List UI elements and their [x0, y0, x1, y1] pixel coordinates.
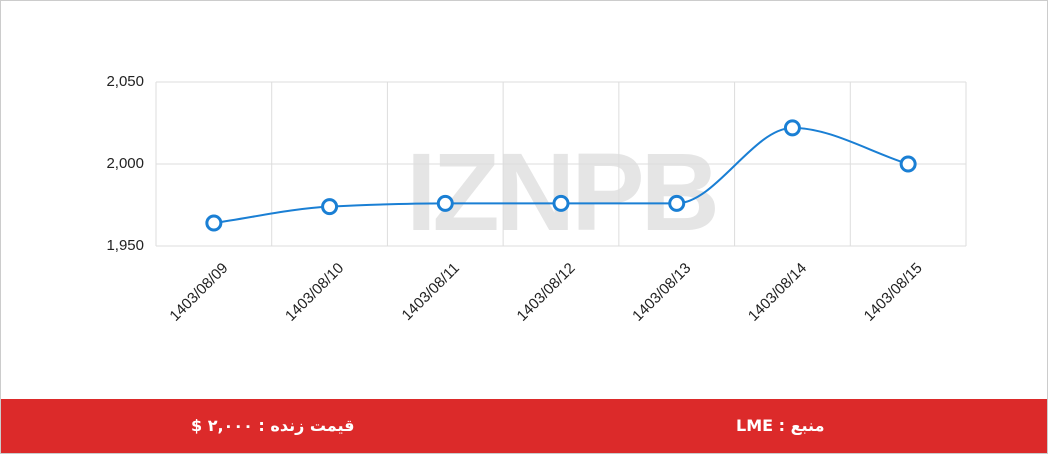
live-price: قیمت زنده : ۲,۰۰۰ $ [191, 416, 355, 435]
x-tick-label: 1403/08/11 [399, 260, 463, 324]
point [899, 155, 917, 173]
y-tick-label: 2,000 [106, 155, 144, 172]
source: منبع : LME [736, 416, 825, 435]
point [783, 119, 801, 137]
y-tick-label: 1,950 [106, 237, 144, 254]
y-tick-label: 2,050 [106, 73, 144, 90]
x-tick-label: 1403/08/15 [861, 260, 926, 325]
point [552, 194, 570, 212]
point [668, 194, 686, 212]
chart: IZNPB 1,950 2,000 2,050 1403/08/09 1403/08/10… [106, 73, 967, 325]
watermark: IZNPB [406, 131, 716, 254]
x-tick-label: 1403/08/12 [514, 260, 579, 325]
x-tick-label: 1403/08/09 [166, 260, 231, 325]
x-tick-label: 1403/08/13 [629, 260, 694, 325]
point [205, 214, 223, 232]
x-tick-label: 1403/08/14 [745, 260, 810, 325]
x-tick-label: 1403/08/10 [282, 260, 347, 325]
footer-bar: قیمت زنده : ۲,۰۰۰ $ منبع : LME [1, 399, 1047, 453]
point [321, 198, 339, 216]
point [436, 194, 454, 212]
